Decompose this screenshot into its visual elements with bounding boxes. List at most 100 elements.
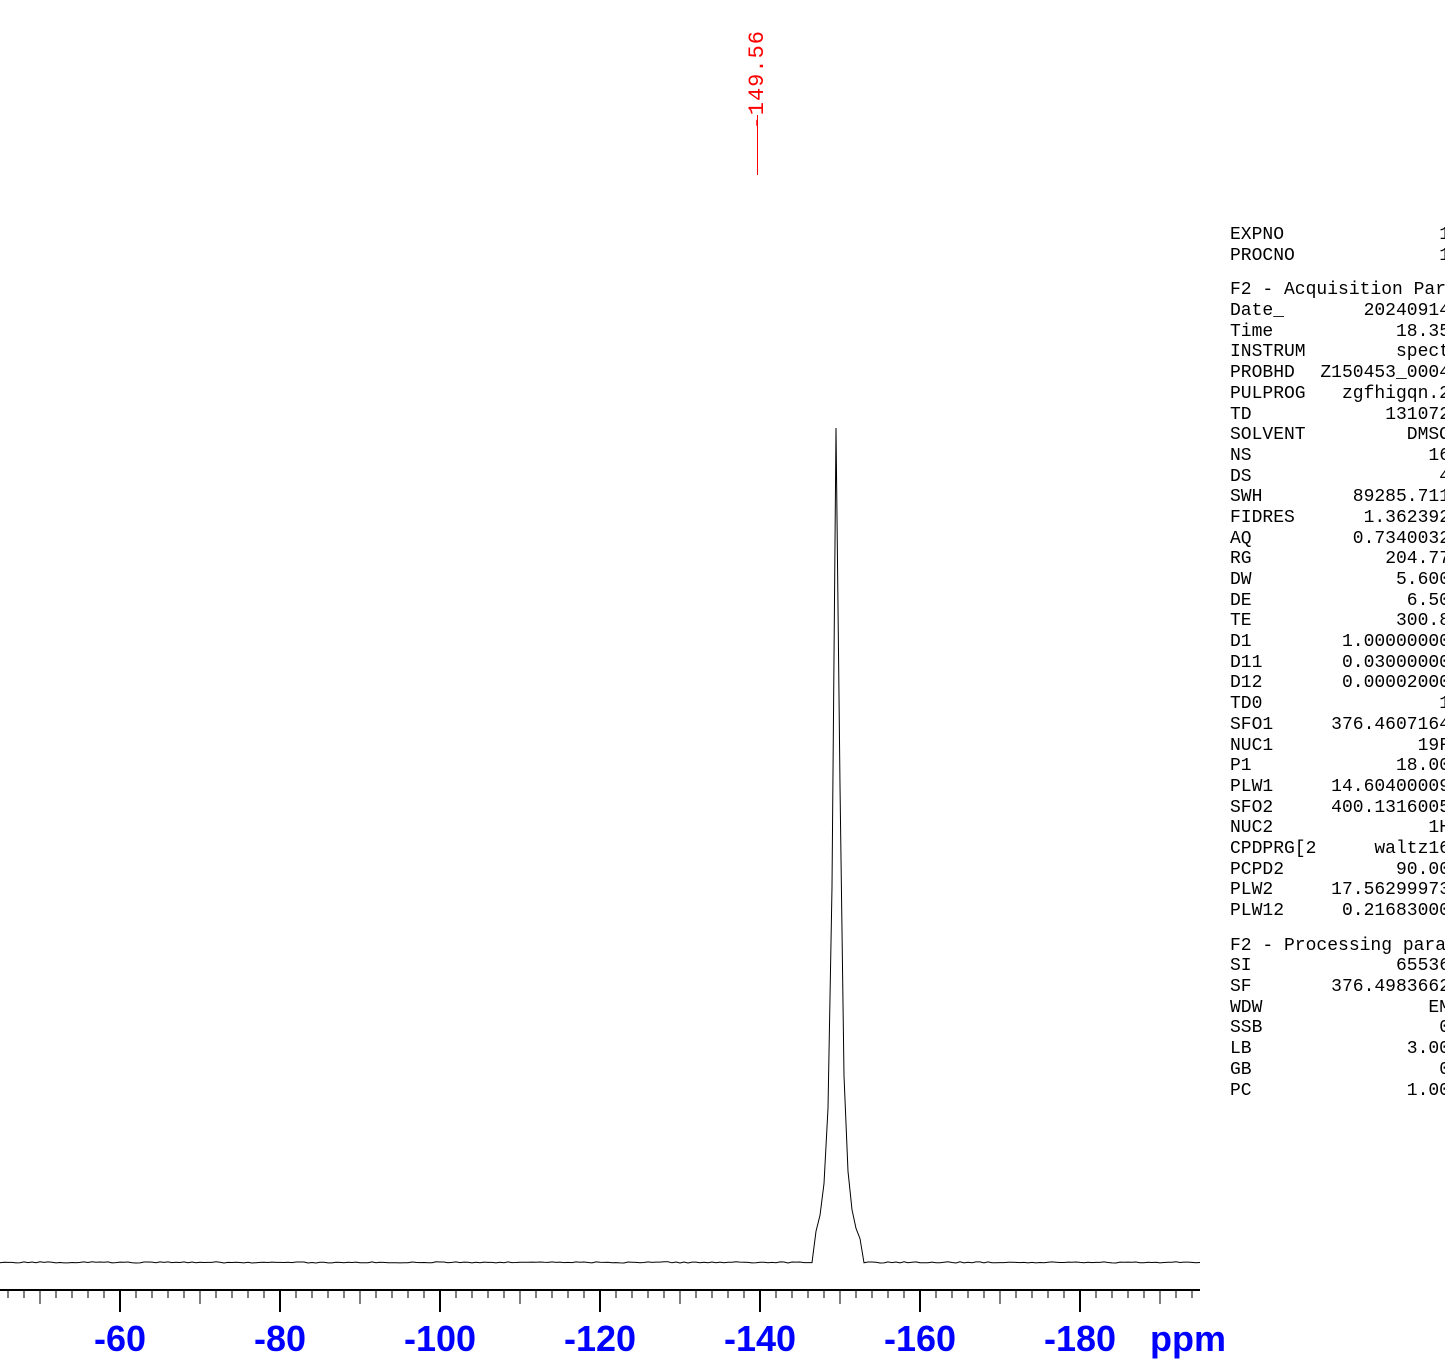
param-key: DE — [1230, 591, 1320, 612]
param-key: SFO1 — [1230, 715, 1320, 736]
param-row: FIDRES1.362392Hz — [1230, 508, 1445, 529]
param-value: 1H — [1320, 818, 1445, 839]
param-value: 4 — [1320, 467, 1445, 488]
param-value: 1 — [1320, 246, 1445, 267]
param-key: NUC2 — [1230, 818, 1320, 839]
param-value: 20240914 — [1320, 301, 1445, 322]
param-key: LB — [1230, 1039, 1320, 1060]
param-value: 376.4983662 — [1320, 977, 1445, 998]
param-row: DE6.50usec — [1230, 591, 1445, 612]
param-value: DMSO — [1320, 425, 1445, 446]
param-value: Z150453_0004 — [1320, 363, 1445, 384]
param-row: PLW217.56299973W — [1230, 880, 1445, 901]
param-key: SWH — [1230, 487, 1320, 508]
param-value: 5.600 — [1320, 570, 1445, 591]
param-row: PLW114.60400009W — [1230, 777, 1445, 798]
param-row: CPDPRG[2waltz16 — [1230, 839, 1445, 860]
param-row: SWH89285.711Hz — [1230, 487, 1445, 508]
param-value: 19F — [1320, 736, 1445, 757]
param-key: D1 — [1230, 632, 1320, 653]
param-row: Time18.35h — [1230, 322, 1445, 343]
param-value: 0.00002000 — [1320, 673, 1445, 694]
axis-tick-label: -80 — [254, 1318, 306, 1360]
param-key: PROCNO — [1230, 246, 1320, 267]
param-key: PC — [1230, 1081, 1320, 1102]
param-key: CPDPRG[2 — [1230, 839, 1320, 860]
param-key: SSB — [1230, 1018, 1320, 1039]
param-key: SOLVENT — [1230, 425, 1320, 446]
param-value: 0.03000000 — [1320, 653, 1445, 674]
param-value: 89285.711 — [1320, 487, 1445, 508]
axis-tick-label: -60 — [94, 1318, 146, 1360]
param-value: waltz16 — [1320, 839, 1445, 860]
param-row: PCPD290.00usec — [1230, 860, 1445, 881]
parameter-block: EXPNO1PROCNO1F2 - Acquisition Parameters… — [1230, 225, 1445, 1101]
param-value: 0 — [1320, 1018, 1445, 1039]
param-value: 90.00 — [1320, 860, 1445, 881]
param-value: 1.00000000 — [1320, 632, 1445, 653]
param-value: 17.56299973 — [1320, 880, 1445, 901]
param-key: P1 — [1230, 756, 1320, 777]
param-value: 16 — [1320, 446, 1445, 467]
param-value: 400.1316005 — [1320, 798, 1445, 819]
param-row: RG204.77 — [1230, 549, 1445, 570]
param-row: SOLVENTDMSO — [1230, 425, 1445, 446]
param-key: GB — [1230, 1060, 1320, 1081]
param-row: PROCNO1 — [1230, 246, 1445, 267]
param-key: SI — [1230, 956, 1320, 977]
param-key: Date_ — [1230, 301, 1320, 322]
param-row: NUC21H — [1230, 818, 1445, 839]
param-row: SFO1376.4607164MHz — [1230, 715, 1445, 736]
param-section-title: F2 - Processing parameters — [1230, 936, 1445, 957]
param-value: 1 — [1320, 694, 1445, 715]
param-value: 65536 — [1320, 956, 1445, 977]
param-value: spect — [1320, 342, 1445, 363]
param-row: NUC119F — [1230, 736, 1445, 757]
param-value: 0.21683000 — [1320, 901, 1445, 922]
param-key: PLW2 — [1230, 880, 1320, 901]
axis-tick-label: -100 — [404, 1318, 476, 1360]
param-key: PCPD2 — [1230, 860, 1320, 881]
param-value: 6.50 — [1320, 591, 1445, 612]
param-row: TD01 — [1230, 694, 1445, 715]
param-value: 1 — [1320, 225, 1445, 246]
param-row: WDWEM — [1230, 998, 1445, 1019]
param-row: P118.00usec — [1230, 756, 1445, 777]
param-row: AQ0.7340032sec — [1230, 529, 1445, 550]
param-key: D11 — [1230, 653, 1320, 674]
param-row: DW5.600usec — [1230, 570, 1445, 591]
axis-tick-label: -180 — [1044, 1318, 1116, 1360]
param-row: DS4 — [1230, 467, 1445, 488]
param-key: NS — [1230, 446, 1320, 467]
param-key: DS — [1230, 467, 1320, 488]
param-key: PLW12 — [1230, 901, 1320, 922]
param-row: GB0 — [1230, 1060, 1445, 1081]
param-key: SFO2 — [1230, 798, 1320, 819]
param-value: 14.60400009 — [1320, 777, 1445, 798]
param-key: FIDRES — [1230, 508, 1320, 529]
param-row: SF376.4983662MHz — [1230, 977, 1445, 998]
param-row: LB3.00Hz — [1230, 1039, 1445, 1060]
param-key: PLW1 — [1230, 777, 1320, 798]
axis-unit-label: ppm — [1150, 1318, 1226, 1360]
param-value: 300.8 — [1320, 611, 1445, 632]
param-row: D110.03000000sec — [1230, 653, 1445, 674]
param-row: PC1.00 — [1230, 1081, 1445, 1102]
param-key: Time — [1230, 322, 1320, 343]
param-key: EXPNO — [1230, 225, 1320, 246]
param-row: PULPROGzgfhigqn.2 — [1230, 384, 1445, 405]
param-value: 0 — [1320, 1060, 1445, 1081]
axis-tick-label: -120 — [564, 1318, 636, 1360]
spectrum-svg — [0, 370, 1200, 1330]
param-key: TD — [1230, 405, 1320, 426]
axis-tick-label: -140 — [724, 1318, 796, 1360]
param-row: PLW120.21683000W — [1230, 901, 1445, 922]
param-row: D11.00000000sec — [1230, 632, 1445, 653]
param-value: 204.77 — [1320, 549, 1445, 570]
param-key: PULPROG — [1230, 384, 1320, 405]
param-value: 3.00 — [1320, 1039, 1445, 1060]
param-row: INSTRUMspect — [1230, 342, 1445, 363]
param-section-title: F2 - Acquisition Parameters — [1230, 280, 1445, 301]
param-key: PROBHD — [1230, 363, 1320, 384]
param-key: AQ — [1230, 529, 1320, 550]
